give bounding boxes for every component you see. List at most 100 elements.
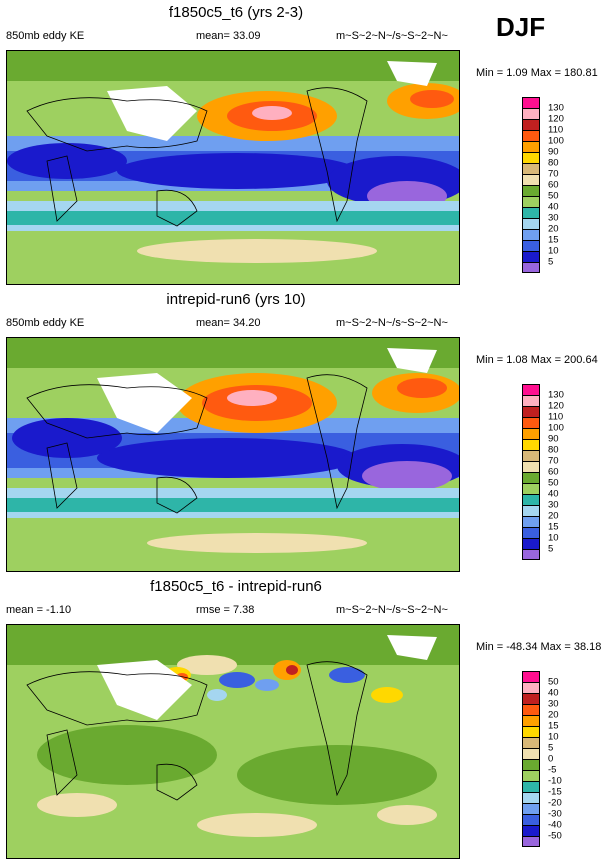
panel3-title: f1850c5_t6 - intrepid-run6 [150, 578, 322, 595]
colorbar-segment [522, 737, 540, 748]
panel1-colorbar [522, 97, 540, 273]
panel2-colorbar [522, 384, 540, 560]
colorbar-tick-label: 130 [548, 102, 564, 114]
colorbar-segment [522, 814, 540, 825]
colorbar-segment [522, 384, 540, 395]
colorbar-tick-label: 20 [548, 510, 559, 522]
colorbar-tick-label: 20 [548, 709, 559, 721]
colorbar-segment [522, 759, 540, 770]
panel1-map-svg [7, 51, 459, 284]
panel1-mean: mean= 33.09 [196, 30, 261, 42]
colorbar-tick-label: 80 [548, 157, 559, 169]
colorbar-tick-label: 100 [548, 135, 564, 147]
panel1-minmax: Min = 1.09 Max = 180.81 [476, 67, 598, 79]
colorbar-segment [522, 461, 540, 472]
colorbar-tick-label: -10 [548, 775, 562, 787]
colorbar-segment [522, 781, 540, 792]
colorbar-tick-label: 60 [548, 466, 559, 478]
panel1-field-label: 850mb eddy KE [6, 30, 85, 42]
panel2-map [6, 337, 460, 572]
colorbar-segment [522, 141, 540, 152]
panel3-mean: mean = -1.10 [6, 604, 72, 616]
colorbar-segment [522, 207, 540, 218]
colorbar-tick-label: 70 [548, 455, 559, 467]
colorbar-tick-label: 80 [548, 444, 559, 456]
colorbar-segment [522, 130, 540, 141]
colorbar-segment [522, 262, 540, 273]
colorbar-segment [522, 251, 540, 262]
colorbar-segment [522, 527, 540, 538]
colorbar-segment [522, 108, 540, 119]
colorbar-segment [522, 439, 540, 450]
colorbar-segment [522, 682, 540, 693]
colorbar-tick-label: 40 [548, 488, 559, 500]
colorbar-tick-label: -50 [548, 830, 562, 842]
colorbar-segment [522, 472, 540, 483]
colorbar-tick-label: 120 [548, 113, 564, 125]
colorbar-tick-label: 5 [548, 543, 554, 555]
panel2-field-label: 850mb eddy KE [6, 317, 85, 329]
colorbar-tick-label: 110 [548, 124, 564, 136]
colorbar-tick-label: -30 [548, 808, 562, 820]
colorbar-tick-label: 10 [548, 731, 559, 743]
panel2-units: m~S~2~N~/s~S~2~N~ [336, 317, 448, 329]
colorbar-tick-label: 30 [548, 698, 559, 710]
panel1-units: m~S~2~N~/s~S~2~N~ [336, 30, 448, 42]
colorbar-segment [522, 549, 540, 560]
panel3-colorbar [522, 671, 540, 847]
colorbar-tick-label: 120 [548, 400, 564, 412]
colorbar-segment [522, 792, 540, 803]
colorbar-tick-label: 90 [548, 433, 559, 445]
panel2-map-svg [7, 338, 459, 571]
colorbar-segment [522, 726, 540, 737]
colorbar-tick-label: -15 [548, 786, 562, 798]
colorbar-segment [522, 516, 540, 527]
colorbar-segment [522, 229, 540, 240]
colorbar-tick-label: 60 [548, 179, 559, 191]
colorbar-segment [522, 715, 540, 726]
colorbar-segment [522, 218, 540, 229]
colorbar-tick-label: -5 [548, 764, 557, 776]
colorbar-segment [522, 196, 540, 207]
colorbar-segment [522, 406, 540, 417]
colorbar-tick-label: 70 [548, 168, 559, 180]
colorbar-tick-label: 100 [548, 422, 564, 434]
colorbar-tick-label: 30 [548, 499, 559, 511]
colorbar-tick-label: 50 [548, 676, 559, 688]
panel2-minmax: Min = 1.08 Max = 200.64 [476, 354, 598, 366]
colorbar-segment [522, 119, 540, 130]
panel2-title: intrepid-run6 (yrs 10) [166, 291, 306, 308]
colorbar-segment [522, 97, 540, 108]
colorbar-tick-label: 40 [548, 687, 559, 699]
panel3-minmax: Min = -48.34 Max = 38.18 [476, 641, 602, 653]
colorbar-segment [522, 803, 540, 814]
panel3-map [6, 624, 460, 859]
colorbar-tick-label: 5 [548, 256, 554, 268]
colorbar-segment [522, 505, 540, 516]
colorbar-tick-label: 50 [548, 190, 559, 202]
colorbar-tick-label: 90 [548, 146, 559, 158]
panel1-title: f1850c5_t6 (yrs 2-3) [168, 4, 304, 21]
panel1-map [6, 50, 460, 285]
colorbar-tick-label: 15 [548, 234, 559, 246]
colorbar-segment [522, 185, 540, 196]
colorbar-tick-label: 20 [548, 223, 559, 235]
colorbar-segment [522, 538, 540, 549]
colorbar-tick-label: 5 [548, 742, 554, 754]
colorbar-tick-label: 30 [548, 212, 559, 224]
panel3-rmse: rmse = 7.38 [196, 604, 255, 616]
colorbar-tick-label: 0 [548, 753, 554, 765]
colorbar-segment [522, 825, 540, 836]
colorbar-segment [522, 174, 540, 185]
colorbar-tick-label: 50 [548, 477, 559, 489]
colorbar-segment [522, 671, 540, 682]
season-label: DJF [496, 12, 546, 42]
colorbar-segment [522, 163, 540, 174]
colorbar-segment [522, 428, 540, 439]
colorbar-segment [522, 836, 540, 847]
colorbar-segment [522, 770, 540, 781]
panel2-mean: mean= 34.20 [196, 317, 261, 329]
colorbar-tick-label: -40 [548, 819, 562, 831]
panel3-units: m~S~2~N~/s~S~2~N~ [336, 604, 448, 616]
colorbar-tick-label: 15 [548, 720, 559, 732]
